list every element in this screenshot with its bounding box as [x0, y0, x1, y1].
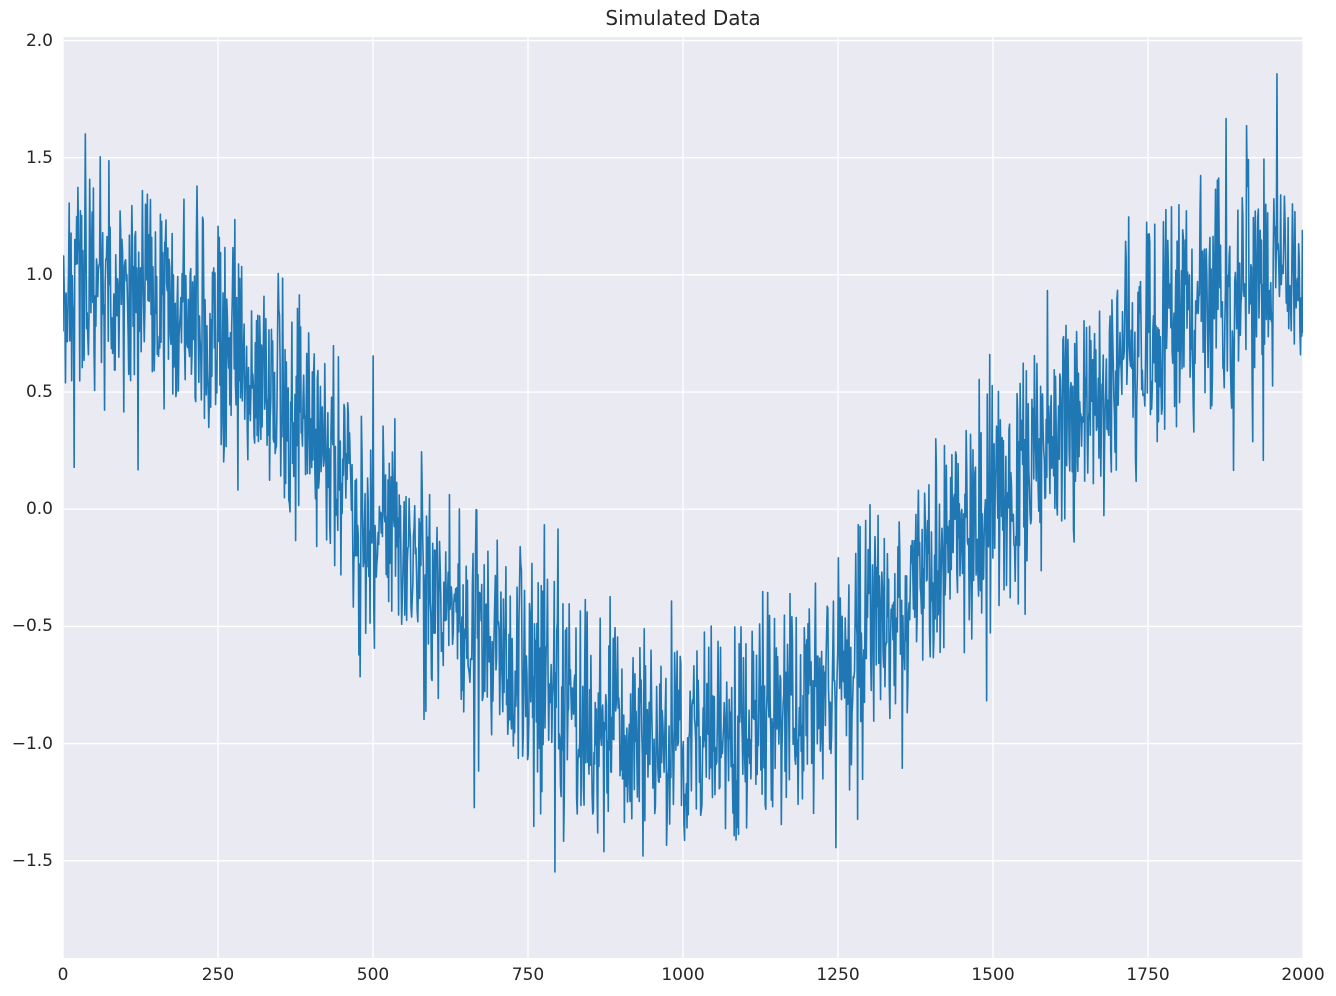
data-series-line — [63, 72, 1303, 873]
y-tick-label: 1.0 — [25, 264, 53, 285]
x-tick-label: 0 — [57, 965, 69, 985]
chart-title: Simulated Data — [605, 6, 761, 30]
x-tick-label: 1500 — [971, 965, 1015, 985]
x-tick-label: 750 — [511, 965, 545, 985]
y-tick-label: −1.5 — [11, 850, 53, 871]
x-tick-label: 250 — [201, 965, 235, 985]
y-tick-label: −1.0 — [11, 733, 53, 754]
y-tick-label: −0.5 — [11, 616, 53, 637]
y-tick-label: 1.5 — [25, 147, 53, 168]
x-tick-label: 1250 — [816, 965, 860, 985]
y-tick-label: 0.5 — [25, 382, 53, 403]
y-tick-label: 2.0 — [25, 30, 53, 51]
x-tick-label: 1750 — [1126, 965, 1170, 985]
x-tick-label: 1000 — [661, 965, 705, 985]
y-tick-label: 0.0 — [25, 499, 53, 520]
plot-area — [63, 37, 1303, 958]
x-tick-label: 500 — [356, 965, 390, 985]
x-tick-label: 2000 — [1281, 965, 1325, 985]
chart-canvas — [63, 37, 1303, 958]
